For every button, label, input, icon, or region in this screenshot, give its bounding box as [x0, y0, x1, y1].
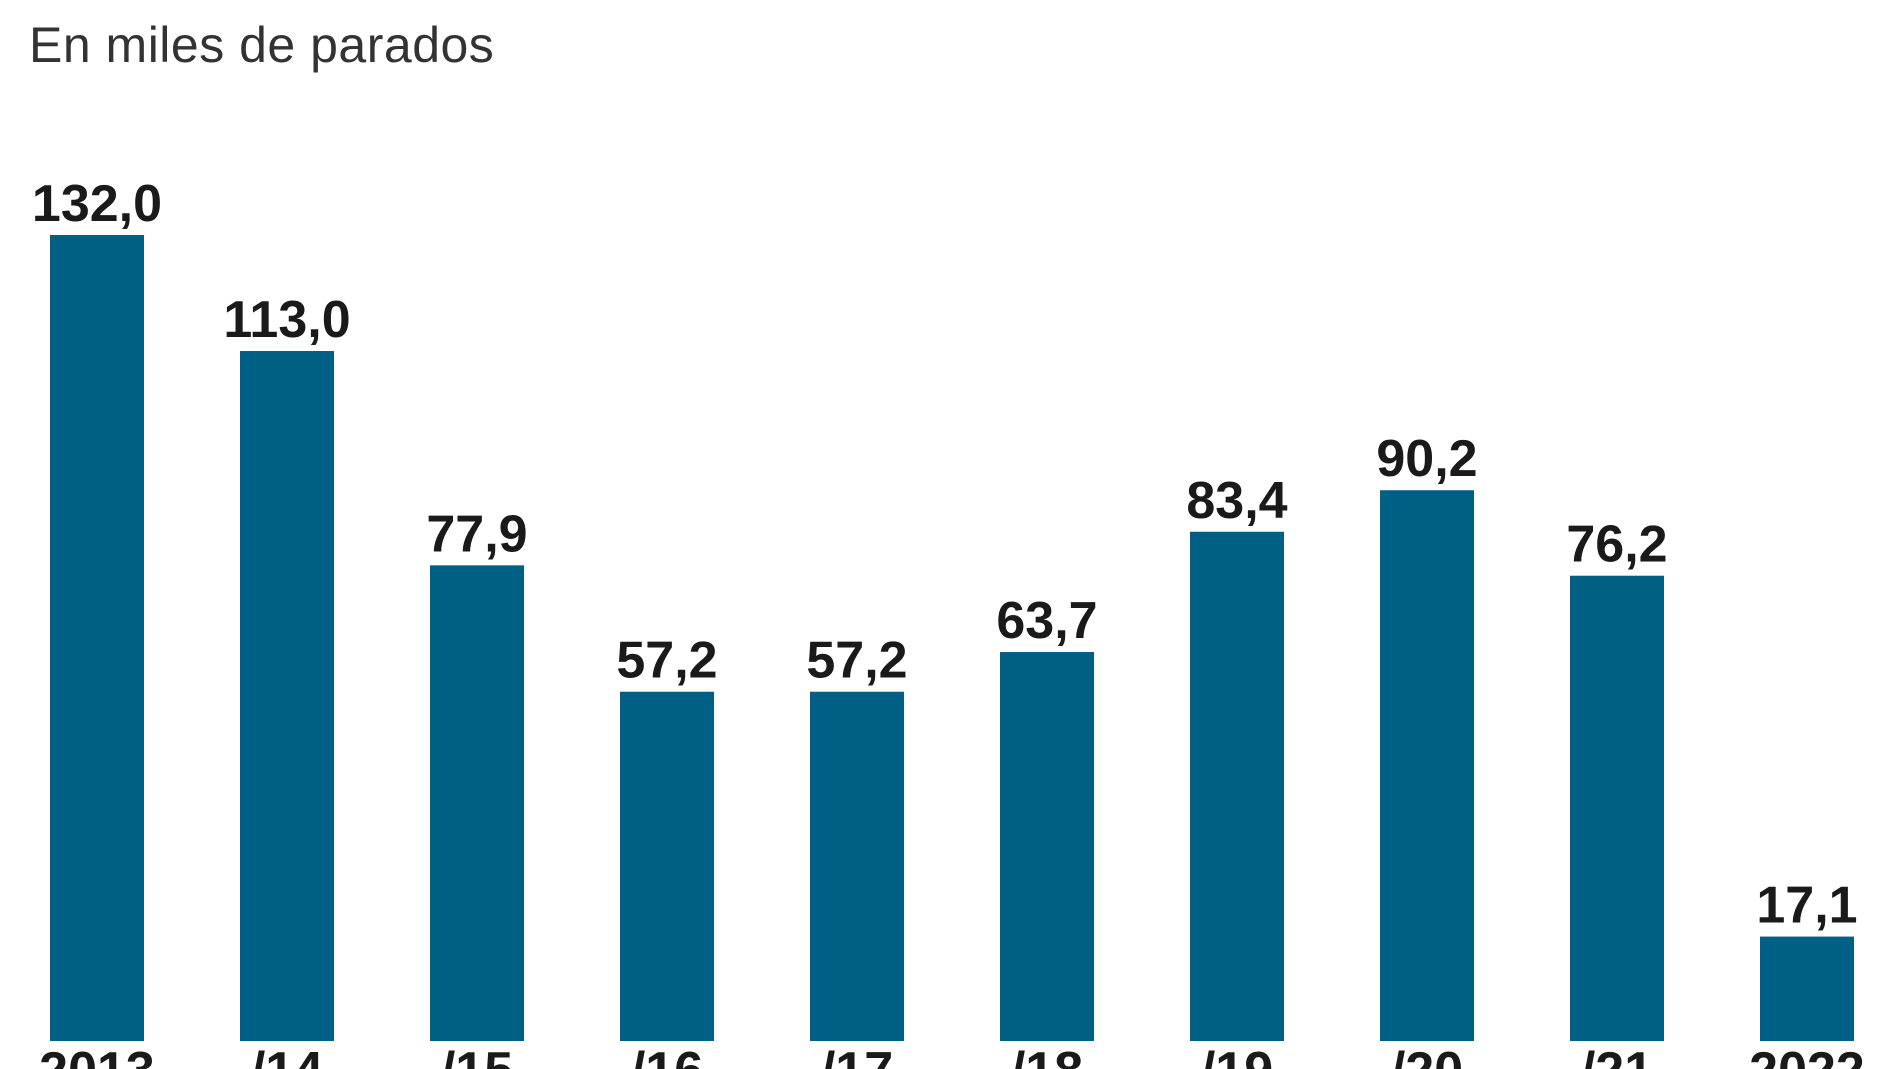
bar-18 [1000, 652, 1094, 1041]
bar-19 [1190, 531, 1284, 1041]
x-tick-label: /20 [1391, 1042, 1463, 1069]
bars-group [50, 235, 1854, 1041]
x-tick-label: 2013 [39, 1042, 155, 1069]
bar-20 [1380, 490, 1474, 1041]
x-tick-label: /17 [821, 1042, 893, 1069]
x-tick-label: /21 [1581, 1042, 1653, 1069]
bar-14 [240, 351, 334, 1041]
value-label: 63,7 [996, 592, 1097, 650]
value-label: 83,4 [1186, 472, 1287, 530]
value-label: 57,2 [616, 632, 717, 690]
bar-17 [810, 691, 904, 1041]
bar-16 [620, 691, 714, 1041]
x-tick-label: /16 [631, 1042, 703, 1069]
x-tick-label: /14 [251, 1042, 323, 1069]
value-label: 113,0 [223, 291, 350, 349]
bar-2013 [50, 235, 144, 1041]
value-labels-group: 132,0 113,0 77,9 57,2 57,2 63,7 83,4 90,2 76,2 17… [32, 175, 1858, 935]
chart-subtitle: En miles de parados [29, 17, 495, 73]
value-label: 132,0 [32, 175, 162, 233]
value-label: 77,9 [426, 505, 527, 563]
value-label: 17,1 [1756, 877, 1857, 935]
value-label: 57,2 [806, 632, 907, 690]
value-label: 76,2 [1566, 516, 1667, 574]
x-axis-tick-labels: 2013/14/15/16/17/18/19/20/21 2022 [39, 1042, 1865, 1069]
bar-15 [430, 565, 524, 1041]
x-tick-label: 2022 [1749, 1042, 1865, 1069]
value-label: 90,2 [1376, 430, 1477, 488]
x-tick-label: /18 [1011, 1042, 1083, 1069]
bar-2022 [1760, 936, 1854, 1041]
x-tick-label: /19 [1201, 1042, 1273, 1069]
x-tick-label: /15 [441, 1042, 513, 1069]
bar-21 [1570, 575, 1664, 1041]
